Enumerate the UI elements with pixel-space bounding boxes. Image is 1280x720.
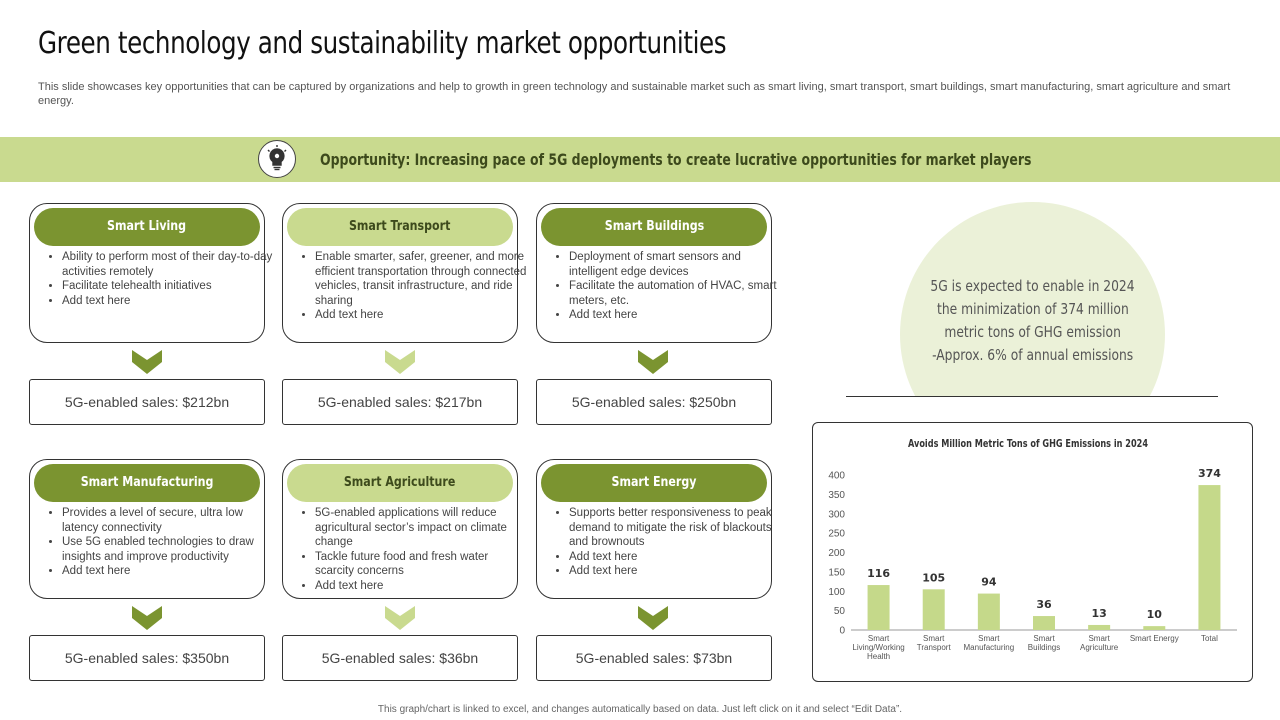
y-tick-label: 250 xyxy=(828,529,845,540)
card-title-pill: Smart Buildings xyxy=(541,208,767,246)
bar xyxy=(922,589,945,630)
card-title-pill: Smart Energy xyxy=(541,464,767,502)
card-smart-transport: Smart Transport Enable smarter, safer, g… xyxy=(282,203,526,343)
page-subtitle: This slide showcases key opportunities t… xyxy=(38,81,1231,107)
bar xyxy=(1088,624,1111,630)
divider-line xyxy=(846,396,1218,397)
sales-box: 5G-enabled sales: $250bn xyxy=(536,379,772,425)
bar xyxy=(867,585,890,630)
chevron-down-icon xyxy=(132,606,162,630)
sales-box: 5G-enabled sales: $36bn xyxy=(282,635,518,681)
banner-text: Opportunity: Increasing pace of 5G deplo… xyxy=(320,150,1032,169)
y-tick-label: 200 xyxy=(828,548,845,559)
bar xyxy=(1143,626,1166,630)
chevron-down-icon xyxy=(132,350,162,374)
card-title-pill: Smart Agriculture xyxy=(287,464,513,502)
card-title-pill: Smart Living xyxy=(34,208,260,246)
x-tick-label: Smart Energy xyxy=(1130,634,1179,643)
x-tick-label: Smart Living/Working Health xyxy=(852,634,904,661)
opportunity-banner: Opportunity: Increasing pace of 5G deplo… xyxy=(0,137,1280,182)
lightbulb-gear-icon xyxy=(258,140,296,178)
y-tick-label: 50 xyxy=(834,606,846,617)
x-tick-label: Smart Buildings xyxy=(1028,634,1060,652)
y-tick-label: 150 xyxy=(828,567,845,578)
highlight-text: 5G is expected to enable in 2024 the min… xyxy=(930,277,1135,364)
card-bullets: 5G-enabled applications will reduce agri… xyxy=(297,506,527,593)
card-smart-manufacturing: Smart Manufacturing Provides a level of … xyxy=(29,459,265,599)
sales-box: 5G-enabled sales: $212bn xyxy=(29,379,265,425)
x-tick-label: Total xyxy=(1201,634,1218,643)
chart-title: Avoids Million Metric Tons of GHG Emissi… xyxy=(908,437,1148,450)
bar xyxy=(1033,616,1055,630)
x-tick-label: Smart Agriculture xyxy=(1080,634,1119,652)
card-smart-buildings: Smart Buildings Deployment of smart sens… xyxy=(536,203,777,343)
sales-box: 5G-enabled sales: $350bn xyxy=(29,635,265,681)
card-smart-agriculture: Smart Agriculture 5G-enabled application… xyxy=(282,459,518,599)
page-title: Green technology and sustainability mark… xyxy=(38,26,727,61)
chevron-down-icon xyxy=(385,350,415,374)
y-tick-label: 300 xyxy=(828,509,845,520)
y-tick-label: 100 xyxy=(828,587,845,598)
chart-svg: Avoids Million Metric Tons of GHG Emissi… xyxy=(828,437,1237,661)
footer-note: This graph/chart is linked to excel, and… xyxy=(377,704,903,715)
data-label: 13 xyxy=(1091,607,1106,620)
card-bullets: Enable smarter, safer, greener, and more… xyxy=(297,250,527,323)
card-bullets: Deployment of smart sensors and intellig… xyxy=(551,250,781,323)
bar xyxy=(977,593,1000,630)
card-smart-living: Smart Living Ability to perform most of … xyxy=(29,203,272,343)
data-label: 36 xyxy=(1036,598,1052,611)
emissions-chart: Avoids Million Metric Tons of GHG Emissi… xyxy=(812,422,1253,682)
card-bullets: Provides a level of secure, ultra low la… xyxy=(44,506,274,579)
card-bullets: Ability to perform most of their day-to-… xyxy=(44,250,274,308)
card-title-pill: Smart Transport xyxy=(287,208,513,246)
sales-box: 5G-enabled sales: $217bn xyxy=(282,379,518,425)
highlight-circle-clip xyxy=(840,190,1240,396)
data-label: 105 xyxy=(922,571,945,584)
y-tick-label: 400 xyxy=(828,471,845,482)
chevron-down-icon xyxy=(638,350,668,374)
data-label: 116 xyxy=(867,567,890,580)
chevron-down-icon xyxy=(638,606,668,630)
x-tick-label: Smart Manufacturing xyxy=(964,634,1015,652)
chevron-down-icon xyxy=(385,606,415,630)
card-bullets: Supports better responsiveness to peak d… xyxy=(551,506,781,579)
y-tick-label: 0 xyxy=(839,626,845,637)
data-label: 94 xyxy=(981,576,997,589)
data-label: 10 xyxy=(1147,608,1163,621)
card-smart-energy: Smart Energy Supports better responsiven… xyxy=(536,459,772,599)
sales-box: 5G-enabled sales: $73bn xyxy=(536,635,772,681)
y-tick-label: 350 xyxy=(828,490,845,501)
card-title-pill: Smart Manufacturing xyxy=(34,464,260,502)
x-tick-label: Smart Transport xyxy=(917,634,952,652)
data-label: 374 xyxy=(1198,467,1221,480)
bar xyxy=(1198,485,1221,630)
